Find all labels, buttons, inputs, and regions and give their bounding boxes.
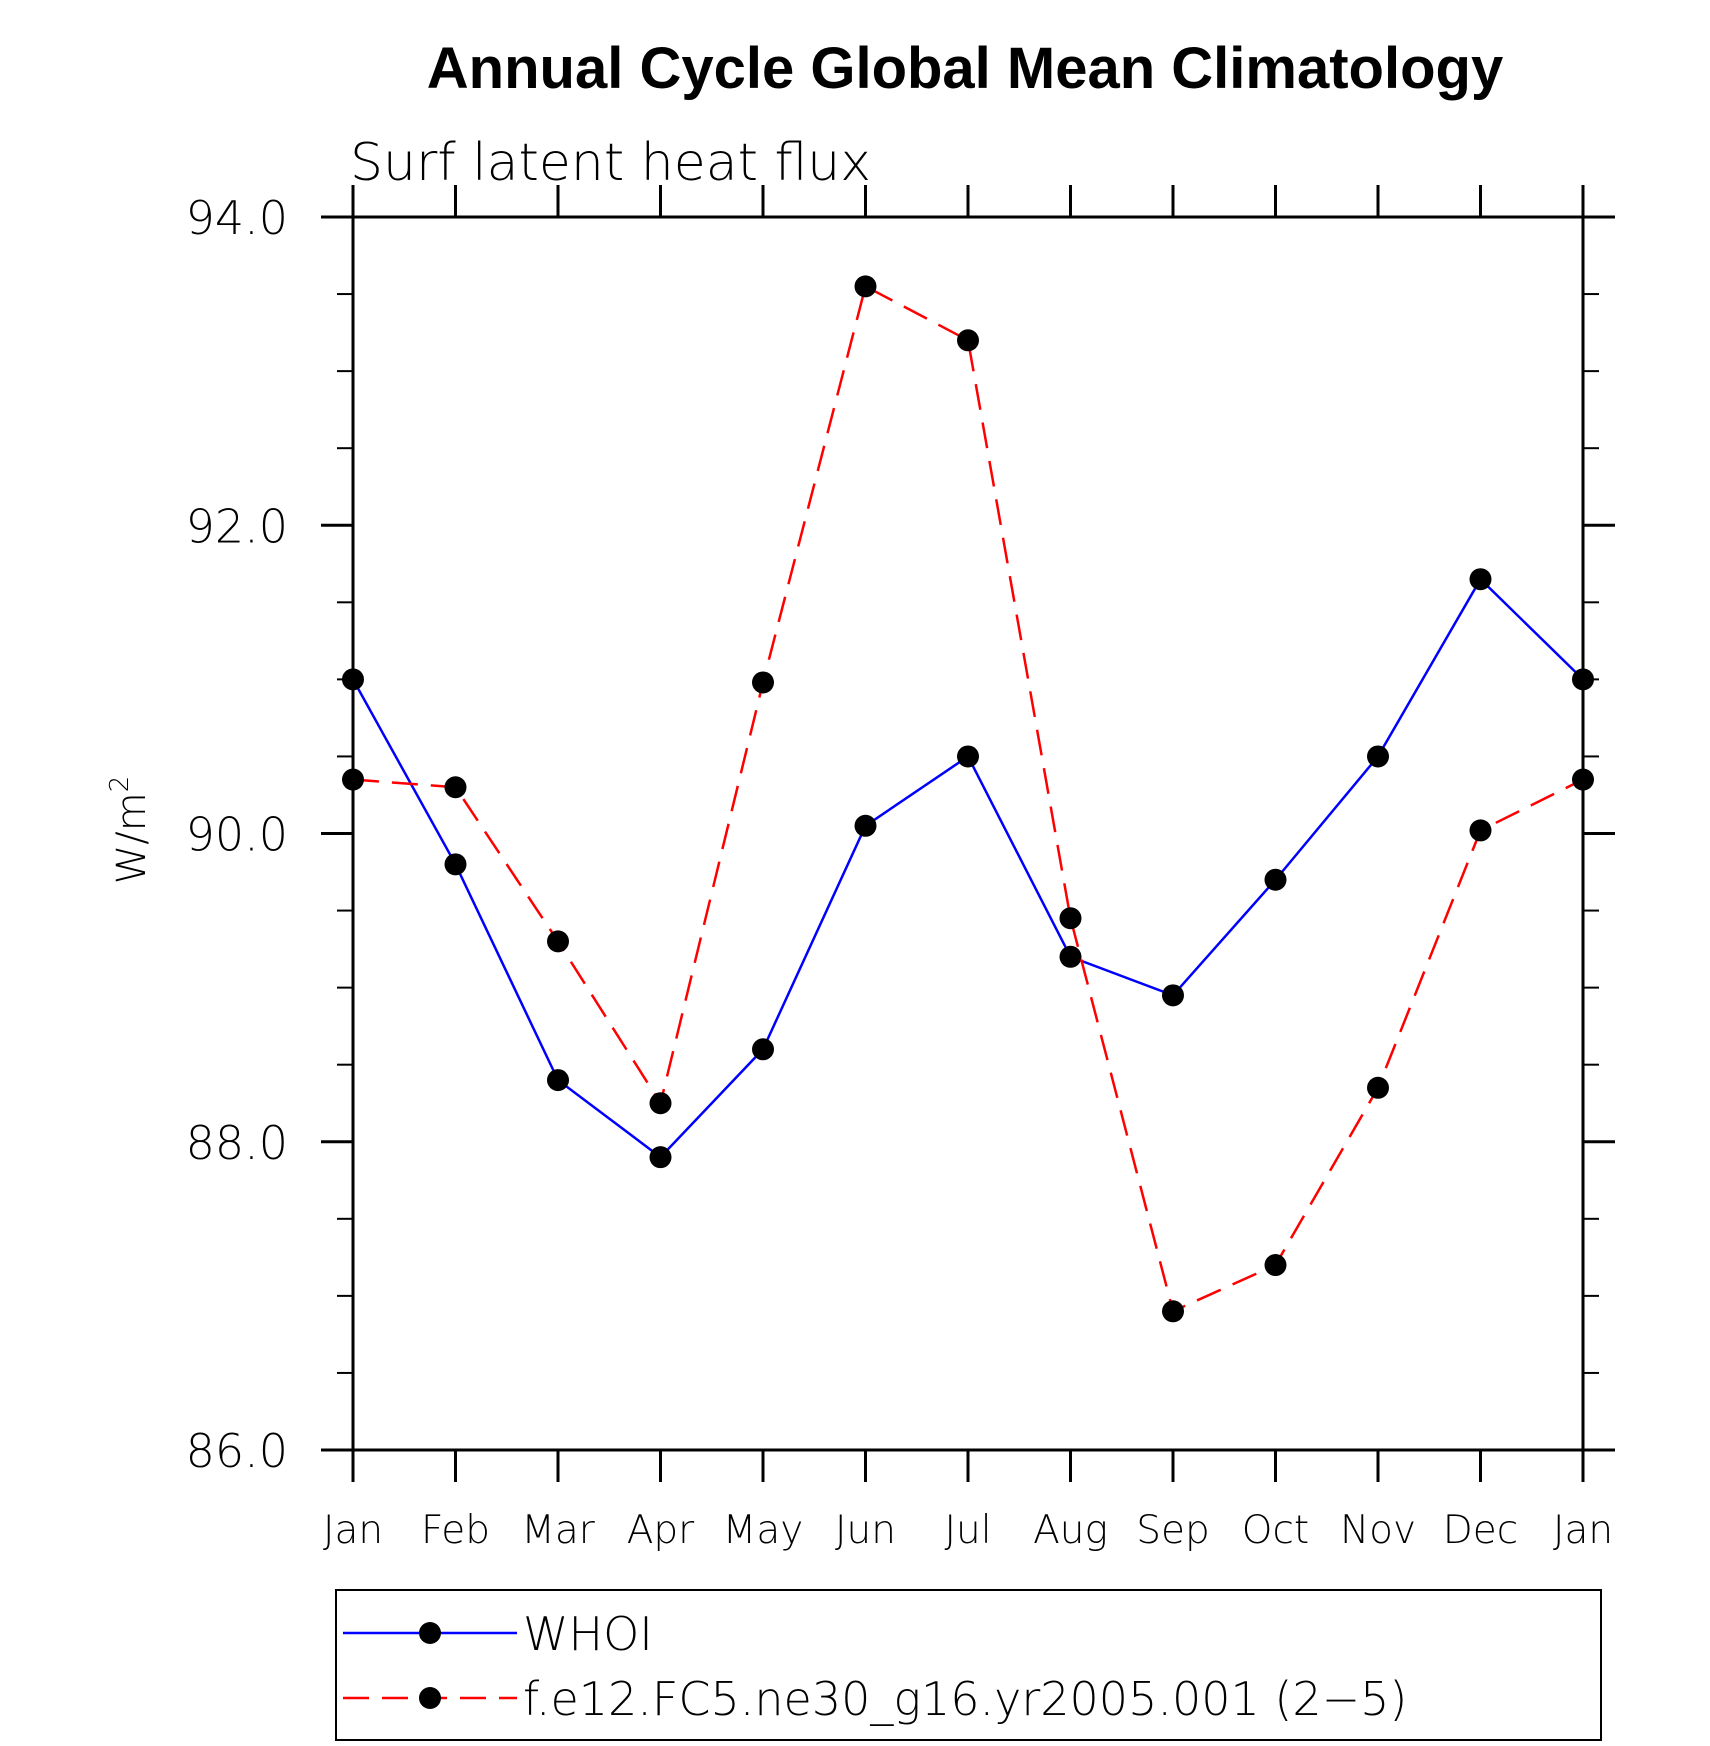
- series-line-1: [352, 284, 1584, 1314]
- series-1-point: [1162, 1300, 1184, 1323]
- legend-label-model: f.e12.FC5.ne30_g16.yr2005.001 (2−5): [523, 1672, 1407, 1726]
- y-tick-label: 94.0: [186, 191, 288, 245]
- series-1-point: [649, 1092, 672, 1115]
- series-0-point: [342, 668, 364, 691]
- x-tick-label: Oct: [1242, 1508, 1309, 1553]
- series-1-point: [1367, 1076, 1389, 1099]
- series-0-point: [1059, 945, 1082, 968]
- legend-box: [335, 1589, 1602, 1741]
- series-1-point: [1059, 907, 1082, 930]
- y-axis-label: W/m2: [105, 776, 155, 885]
- chart-title: Annual Cycle Global Mean Climatology: [427, 36, 1503, 101]
- x-tick-label: Jun: [835, 1508, 896, 1553]
- series-0-point: [1572, 668, 1594, 691]
- x-tick-label: Jan: [323, 1508, 383, 1553]
- x-tick-label: Jul: [944, 1508, 991, 1553]
- series-line-0: [351, 577, 1584, 1159]
- series-1-point: [752, 671, 774, 694]
- legend-label-whoi: WHOI: [523, 1607, 653, 1661]
- series-0-point: [444, 853, 467, 876]
- x-tick-label: Sep: [1136, 1508, 1210, 1553]
- y-axis-label-text: W/m: [109, 792, 155, 884]
- y-tick-labels: 86.0 88.0 90.0 92.0 94.0: [186, 191, 288, 1478]
- legend: WHOI f.e12.FC5.ne30_g16.yr2005.001 (2−5): [335, 1589, 1602, 1741]
- y-tick-label: 92.0: [186, 499, 288, 553]
- legend-marker-whoi: [419, 1622, 441, 1644]
- series-1-point: [1264, 1254, 1287, 1277]
- x-tick-label: May: [723, 1508, 804, 1553]
- series-1-point: [957, 329, 979, 352]
- series-1-point: [1572, 768, 1594, 791]
- x-tick-label: Jan: [1553, 1508, 1613, 1553]
- series-0-point: [1162, 984, 1184, 1007]
- x-tick-label: Apr: [627, 1508, 694, 1553]
- series-1-point: [342, 768, 364, 791]
- x-tick-label: Dec: [1443, 1508, 1518, 1553]
- legend-marker-model: [419, 1687, 441, 1709]
- plot-axes: [321, 185, 1615, 1482]
- series-1-point: [1469, 819, 1492, 842]
- x-tick-label: Nov: [1340, 1508, 1416, 1553]
- y-tick-label: 86.0: [186, 1424, 288, 1478]
- svg-text:W/m2: W/m2: [105, 776, 155, 885]
- series-0-point: [1469, 568, 1492, 591]
- series-0-point: [854, 814, 877, 837]
- series-1-point: [444, 776, 467, 799]
- y-axis-label-superscript: 2: [105, 776, 135, 793]
- chart-subtitle: Surf latent heat flux: [350, 133, 871, 193]
- y-tick-label: 88.0: [186, 1116, 288, 1170]
- series-1-point: [854, 275, 877, 298]
- series-0-point: [752, 1038, 774, 1061]
- series-0-point: [1264, 868, 1287, 891]
- series-0-point: [649, 1146, 672, 1169]
- series-layer: [342, 275, 1594, 1323]
- y-tick-label: 90.0: [186, 808, 288, 862]
- series-0-point: [547, 1069, 569, 1092]
- series-1-point: [547, 930, 569, 953]
- x-tick-label: Feb: [421, 1508, 490, 1553]
- x-tick-label: Mar: [521, 1508, 595, 1553]
- plot-frame: [351, 215, 1585, 1452]
- series-0-point: [1367, 745, 1389, 768]
- x-tick-labels: Jan Feb Mar Apr May Jun Jul Aug Sep Oct Nov Dec Jan: [323, 1508, 1613, 1553]
- series-0-point: [957, 745, 979, 768]
- x-tick-label: Aug: [1033, 1508, 1108, 1553]
